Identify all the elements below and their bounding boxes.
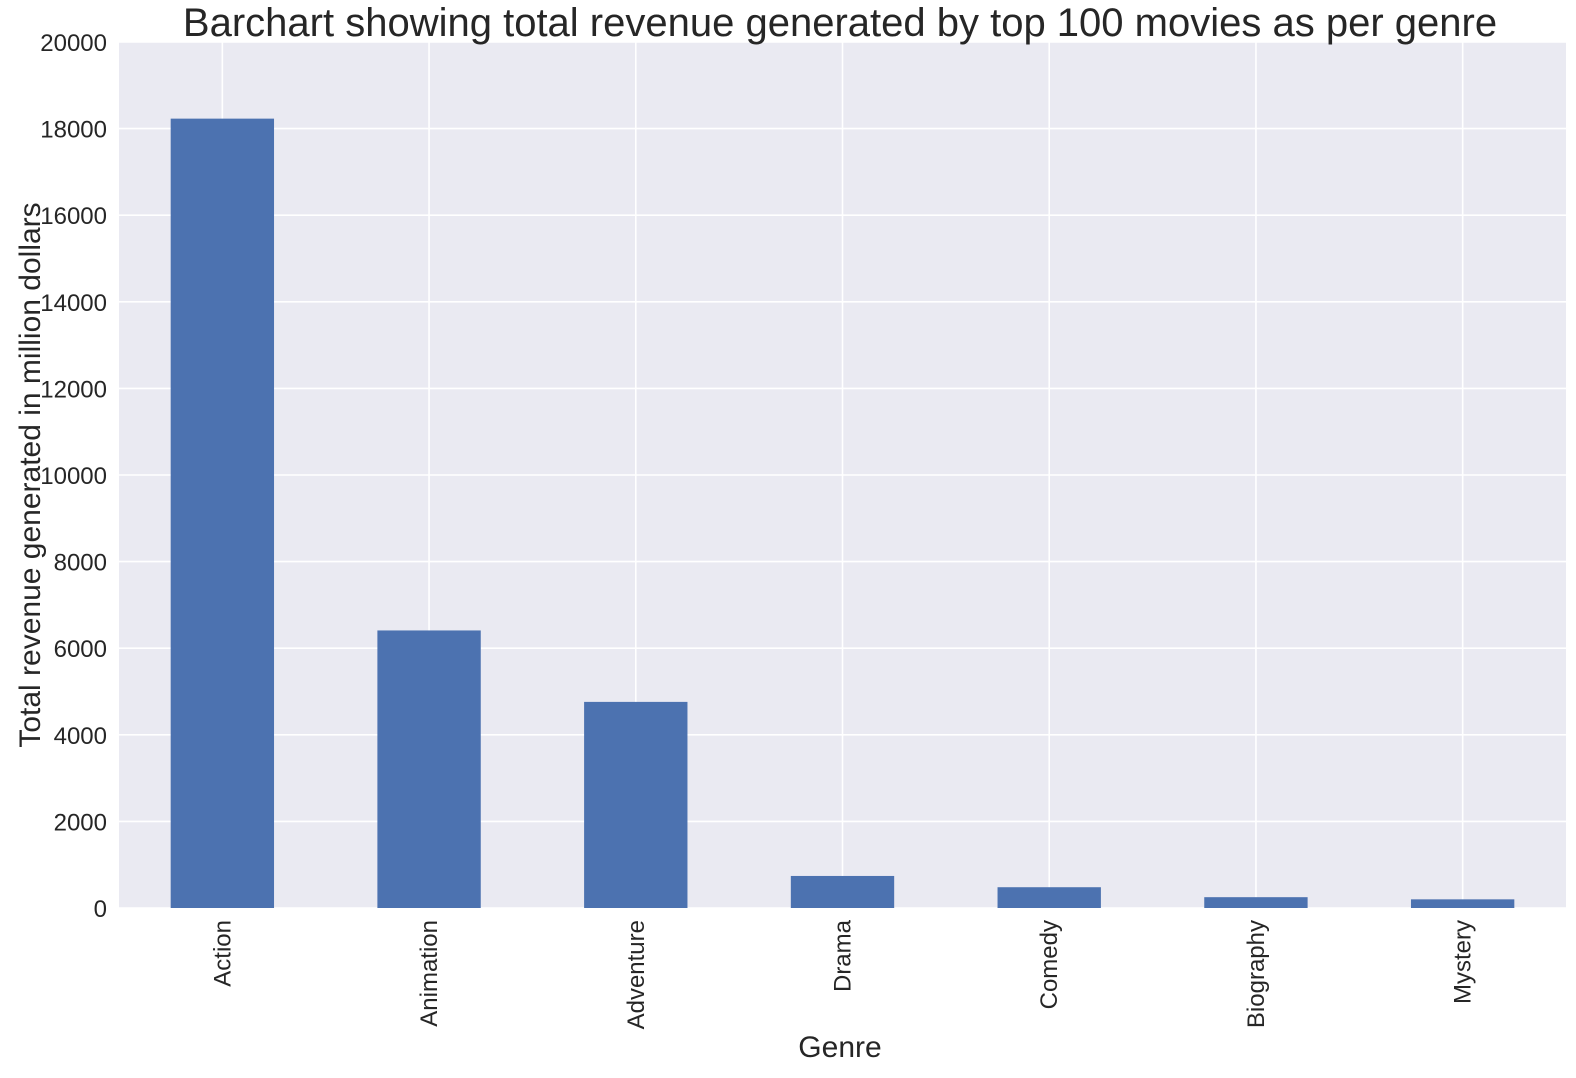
x-axis-label: Genre (798, 1031, 881, 1064)
y-axis-ticks: 0 2000 4000 6000 8000 10000 12000 14000 16000 180… (40, 30, 107, 923)
bar-action (170, 118, 275, 909)
bar-biography (1204, 897, 1308, 908)
bar-comedy (997, 887, 1101, 908)
x-tick-label: Adventure (623, 920, 650, 1029)
bar-animation (377, 630, 481, 908)
y-axis-label: Total revenue generated in million dolla… (14, 202, 47, 747)
x-tick-label: Action (209, 920, 236, 987)
x-tick-label: Animation (416, 920, 443, 1027)
x-tick-label: Comedy (1036, 920, 1063, 1009)
grid-lines (119, 41, 1566, 909)
x-tick-label: Mystery (1450, 920, 1477, 1004)
y-tick-label: 18000 (40, 117, 107, 144)
y-tick-label: 8000 (54, 550, 107, 577)
bar-drama (790, 875, 895, 908)
y-tick-label: 10000 (40, 463, 107, 490)
y-tick-label: 20000 (40, 30, 107, 57)
x-tick-label: Biography (1243, 920, 1270, 1028)
y-tick-label: 12000 (40, 376, 107, 403)
x-axis-ticks: Action Animation Adventure Drama Comedy Biogr… (209, 919, 1476, 1029)
y-tick-label: 2000 (54, 809, 107, 836)
chart-title: Barchart showing total revenue generated… (183, 1, 1497, 45)
bars (170, 118, 1515, 909)
y-tick-label: 16000 (40, 203, 107, 230)
x-tick-label: Drama (830, 919, 857, 992)
y-tick-label: 6000 (54, 636, 107, 663)
bar-adventure (584, 701, 688, 908)
y-tick-label: 0 (94, 896, 107, 923)
y-tick-label: 4000 (54, 723, 107, 750)
bar-mystery (1410, 899, 1515, 908)
y-tick-label: 14000 (40, 290, 107, 317)
